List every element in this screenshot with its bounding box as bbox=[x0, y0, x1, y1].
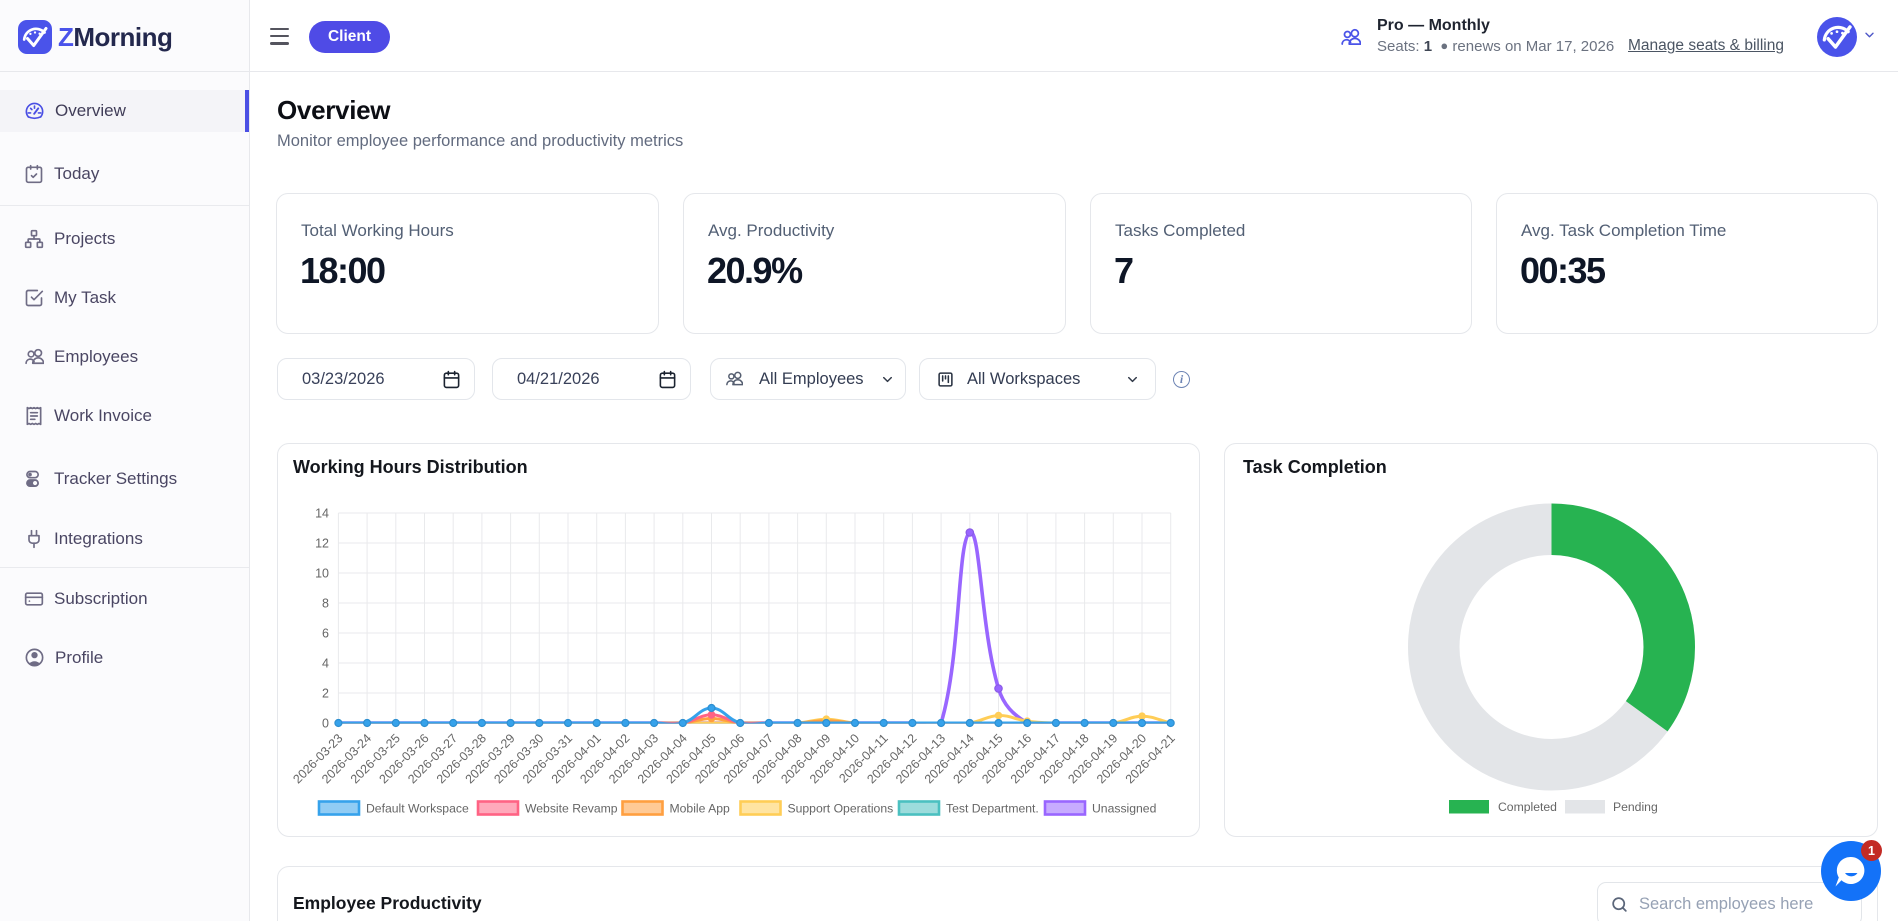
svg-text:Completed: Completed bbox=[1498, 800, 1557, 814]
svg-text:10: 10 bbox=[315, 567, 329, 581]
svg-text:Mobile App: Mobile App bbox=[670, 802, 731, 816]
svg-text:Unassigned: Unassigned bbox=[1092, 802, 1156, 816]
svg-text:2: 2 bbox=[322, 687, 329, 701]
svg-text:6: 6 bbox=[322, 627, 329, 641]
svg-text:8: 8 bbox=[322, 597, 329, 611]
svg-text:14: 14 bbox=[315, 507, 329, 521]
svg-text:12: 12 bbox=[315, 537, 329, 551]
svg-text:Default Workspace: Default Workspace bbox=[366, 802, 469, 816]
svg-text:Support Operations: Support Operations bbox=[788, 802, 894, 816]
svg-text:Pending: Pending bbox=[1613, 800, 1658, 814]
svg-text:4: 4 bbox=[322, 657, 329, 671]
svg-text:0: 0 bbox=[322, 717, 329, 731]
svg-text:Test Department.: Test Department. bbox=[946, 802, 1039, 816]
svg-text:Website Revamp: Website Revamp bbox=[525, 802, 618, 816]
